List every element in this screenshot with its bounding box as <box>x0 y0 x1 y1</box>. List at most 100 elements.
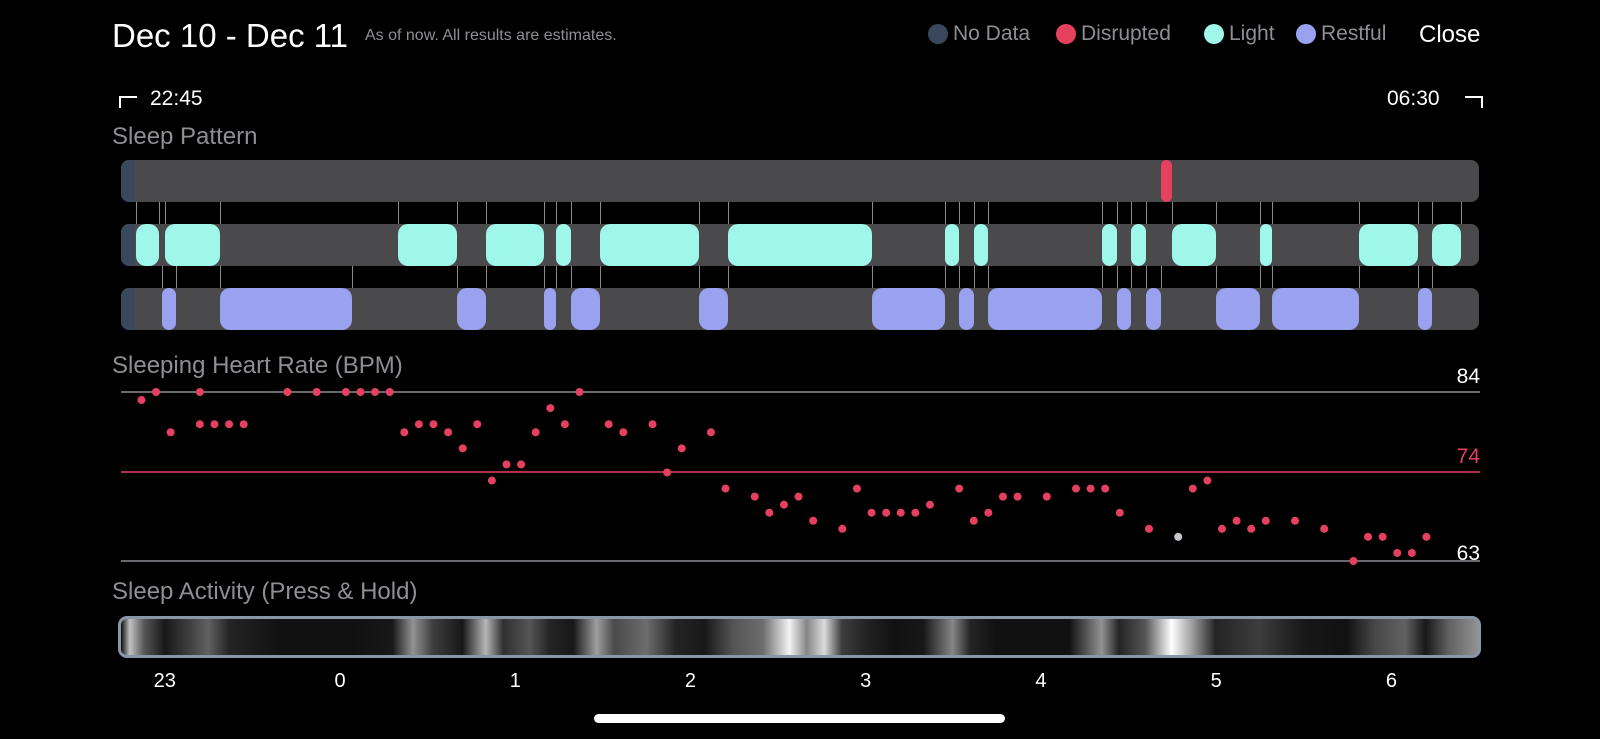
heart-rate-point <box>356 388 365 396</box>
heart-rate-point <box>1042 492 1051 501</box>
heart-rate-point <box>852 484 861 493</box>
stage-connector <box>599 200 601 224</box>
heart-rate-point <box>663 468 672 477</box>
heart-rate-point <box>137 396 146 405</box>
stage-connector <box>1116 200 1118 224</box>
stage-connector <box>599 266 601 290</box>
light-segment <box>135 224 159 266</box>
restful-track[interactable] <box>121 288 1479 330</box>
stage-connector <box>1102 200 1104 224</box>
light-segment <box>1432 224 1462 266</box>
heart-rate-point <box>619 428 628 437</box>
start-time: 22:45 <box>150 87 203 110</box>
stage-connector <box>544 200 546 224</box>
heart-rate-point <box>502 460 511 469</box>
stage-connector <box>944 200 946 224</box>
heart-rate-point <box>444 428 453 437</box>
heart-rate-point <box>1232 516 1241 525</box>
heart-rate-point <box>312 388 321 396</box>
heart-rate-point <box>984 508 993 517</box>
heart-rate-point <box>546 404 555 413</box>
light-segment <box>164 224 221 266</box>
stage-connector <box>456 200 458 224</box>
estimate-note: As of now. All results are estimates. <box>365 27 617 44</box>
restful-segment <box>220 288 352 330</box>
disrupted-dot-icon <box>1056 24 1076 44</box>
light-segment <box>973 224 989 266</box>
heart-rate-point <box>911 508 920 517</box>
stage-connector <box>176 266 178 290</box>
axis-label: 6 <box>1385 670 1397 692</box>
no-data-segment <box>121 160 135 202</box>
heart-rate-point <box>152 388 161 396</box>
stage-connector <box>699 200 701 224</box>
heart-rate-point <box>283 388 292 396</box>
stage-connector <box>1271 200 1273 224</box>
avg-bpm-label: 74 <box>1457 445 1481 468</box>
light-track[interactable] <box>121 224 1479 266</box>
heart-rate-point <box>794 492 803 501</box>
light-segment <box>1131 224 1147 266</box>
sleep-activity-bar[interactable] <box>118 616 1481 658</box>
disrupted-track[interactable] <box>121 160 1479 202</box>
restful-segment <box>988 288 1103 330</box>
stage-connector <box>1216 266 1218 290</box>
stage-connector <box>456 266 458 290</box>
heart-rate-title: Sleeping Heart Rate (BPM) <box>112 352 403 379</box>
start-bracket-icon <box>119 96 137 108</box>
heart-rate-point <box>1320 524 1329 533</box>
disrupted-segment <box>1160 160 1173 202</box>
stage-connector <box>220 266 222 290</box>
heart-rate-point <box>1218 524 1227 533</box>
heart-rate-point <box>896 508 905 517</box>
heart-rate-point <box>1393 548 1402 557</box>
heart-rate-point <box>604 420 613 429</box>
home-indicator[interactable] <box>594 714 1005 723</box>
heart-rate-point <box>1203 476 1212 485</box>
stage-connector <box>1146 200 1148 224</box>
heart-rate-point <box>1349 557 1358 565</box>
heart-rate-point <box>925 500 934 509</box>
stage-connector <box>988 266 990 290</box>
legend-restful: Restful <box>1296 22 1386 46</box>
heart-rate-point <box>1086 484 1095 493</box>
heart-rate-point <box>487 476 496 485</box>
heart-rate-point <box>575 388 584 396</box>
end-time: 06:30 <box>1387 87 1440 110</box>
min-bpm-label: 63 <box>1457 542 1480 565</box>
restful-segment <box>1116 288 1132 330</box>
light-segment <box>944 224 960 266</box>
heart-rate-point <box>882 508 891 517</box>
stage-connector <box>1359 266 1361 290</box>
heart-rate-point <box>341 388 350 396</box>
heart-rate-point <box>998 492 1007 501</box>
stage-connector <box>486 200 488 224</box>
restful-segment <box>570 288 600 330</box>
stage-connector <box>158 200 160 224</box>
heart-rate-point <box>371 388 380 396</box>
stage-connector <box>1432 266 1434 290</box>
close-button[interactable]: Close <box>1419 21 1481 48</box>
stage-connector <box>1359 200 1361 224</box>
heart-rate-point <box>838 524 847 533</box>
light-segment <box>1172 224 1217 266</box>
light-segment <box>1102 224 1117 266</box>
heart-rate-point <box>414 420 423 429</box>
light-segment <box>486 224 545 266</box>
restful-segment <box>1271 288 1360 330</box>
stage-connector <box>1259 266 1261 290</box>
stage-connector <box>161 266 163 290</box>
stage-connector <box>398 200 400 224</box>
heart-rate-point <box>1101 484 1110 493</box>
heart-rate-point <box>1407 548 1416 557</box>
stage-connector <box>1131 200 1133 224</box>
stage-connector <box>570 266 572 290</box>
stage-connector <box>959 200 961 224</box>
heart-rate-point <box>867 508 876 517</box>
axis-label: 1 <box>509 670 521 692</box>
light-dot-icon <box>1204 24 1224 44</box>
stage-connector <box>570 200 572 224</box>
heart-rate-point <box>1071 484 1080 493</box>
heart-rate-point <box>225 420 234 429</box>
